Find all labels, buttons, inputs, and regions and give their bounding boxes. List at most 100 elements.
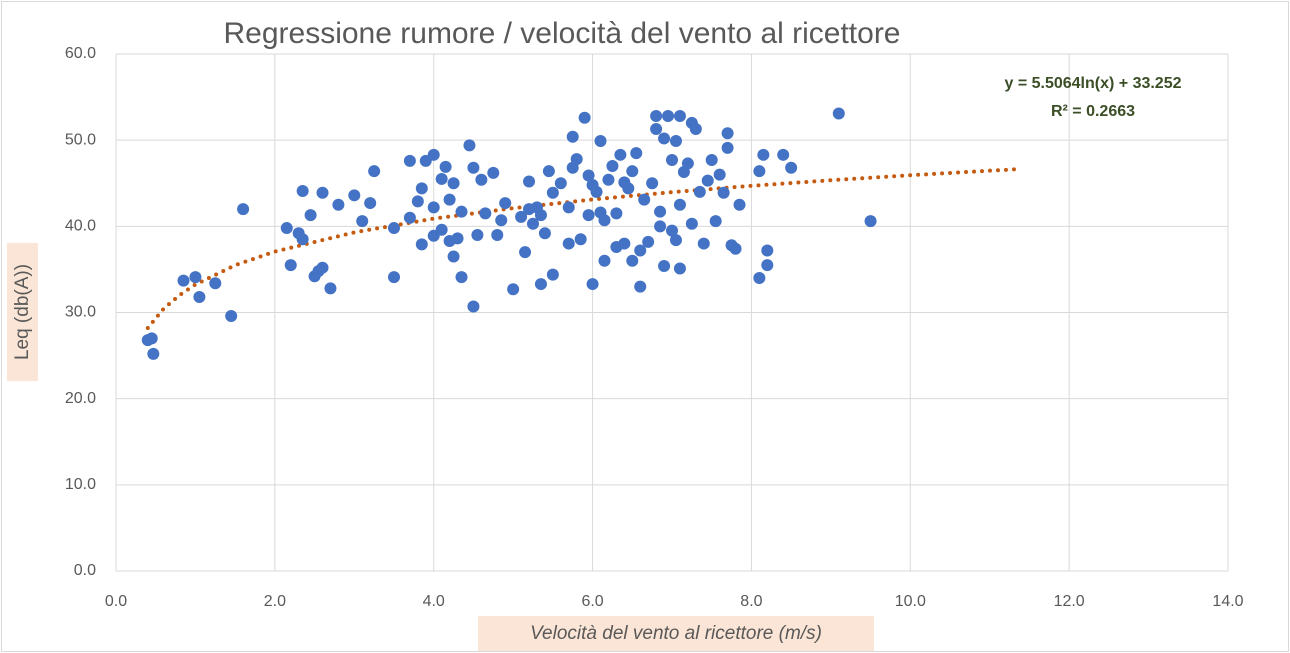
- scatter-point: [634, 244, 647, 257]
- trend-equation: y = 5.5064ln(x) + 33.252: [1004, 75, 1181, 92]
- scatter-point: [618, 237, 631, 250]
- scatter-point: [685, 217, 698, 230]
- scatter-point: [439, 160, 452, 173]
- scatter-point: [673, 262, 686, 275]
- scatter-point: [582, 209, 595, 222]
- scatter-point: [753, 272, 766, 285]
- scatter-point: [602, 173, 615, 186]
- scatter-point: [638, 193, 651, 206]
- scatter-point: [527, 217, 539, 230]
- scatter-point: [368, 165, 381, 178]
- scatter-point: [499, 197, 512, 210]
- scatter-point: [864, 215, 877, 228]
- scatter-point: [721, 141, 734, 154]
- scatter-point: [761, 244, 774, 257]
- scatter-point: [523, 175, 536, 188]
- scatter-point: [574, 233, 587, 246]
- scatter-point: [669, 234, 682, 247]
- scatter-point: [634, 280, 647, 293]
- scatter-point: [542, 165, 555, 178]
- scatter-point: [411, 195, 424, 208]
- scatter-point: [467, 161, 480, 174]
- scatter-point: [415, 182, 428, 195]
- scatter-point: [697, 237, 710, 250]
- scatter-point: [519, 246, 532, 259]
- scatter-point: [435, 223, 448, 236]
- scatter-point: [630, 147, 643, 160]
- scatter-point: [606, 160, 619, 173]
- scatter-point: [451, 232, 464, 245]
- scatter-point: [304, 209, 317, 222]
- scatter-point: [479, 207, 492, 220]
- x-tick-label: 12.0: [1054, 593, 1085, 610]
- scatter-point: [832, 107, 845, 120]
- x-tick-label: 0.0: [105, 593, 127, 610]
- scatter-point: [757, 148, 770, 161]
- y-label-bg: [7, 243, 38, 381]
- x-tick-label: 10.0: [895, 593, 926, 610]
- scatter-point: [225, 309, 238, 322]
- scatter-point: [554, 177, 567, 190]
- scatter-point: [586, 278, 599, 291]
- scatter-point: [546, 186, 559, 199]
- scatter-point: [475, 173, 488, 186]
- scatter-point: [562, 201, 575, 214]
- scatter-point: [777, 148, 790, 161]
- scatter-point: [650, 110, 663, 123]
- scatter-point: [582, 169, 595, 182]
- scatter-point: [654, 205, 667, 218]
- y-tick-label: 30.0: [65, 304, 96, 321]
- scatter-point: [415, 238, 428, 251]
- scatter-point: [534, 209, 547, 222]
- scatter-point: [662, 110, 675, 123]
- scatter-point: [447, 177, 460, 190]
- x-tick-label: 14.0: [1212, 593, 1243, 610]
- scatter-point: [427, 201, 440, 214]
- scatter-point: [534, 278, 547, 291]
- scatter-point: [689, 122, 702, 135]
- scatter-point: [693, 185, 706, 198]
- scatter-point: [193, 290, 206, 303]
- scatter-point: [666, 224, 678, 237]
- scatter-point: [590, 185, 603, 198]
- scatter-point: [642, 235, 655, 248]
- scatter-point: [515, 210, 528, 223]
- scatter-point: [538, 227, 551, 240]
- scatter-point: [209, 277, 222, 290]
- scatter-point: [658, 259, 671, 272]
- scatter-point: [463, 139, 476, 152]
- scatter-point: [673, 110, 686, 123]
- scatter-point: [471, 228, 484, 241]
- scatter-point: [316, 261, 329, 274]
- x-tick-label: 6.0: [581, 593, 603, 610]
- scatter-point: [332, 198, 345, 211]
- scatter-point: [403, 211, 416, 224]
- scatter-point: [598, 254, 611, 267]
- chart-title: Regressione rumore / velocità del vento …: [224, 17, 901, 50]
- scatter-point: [650, 122, 663, 135]
- scatter-point: [280, 222, 293, 235]
- scatter-point: [598, 214, 611, 227]
- scatter-point: [626, 254, 639, 267]
- y-axis-label: Leq (db(A)): [12, 264, 33, 360]
- y-tick-label: 40.0: [65, 218, 96, 235]
- trend-r2: R² = 0.2663: [1051, 103, 1135, 120]
- y-tick-label: 0.0: [74, 562, 96, 579]
- scatter-point: [785, 161, 798, 174]
- scatter-point: [562, 237, 575, 250]
- scatter-point: [705, 153, 718, 166]
- scatter-point: [495, 214, 508, 227]
- trendline: [145, 167, 1020, 331]
- scatter-point: [435, 172, 448, 185]
- x-tick-label: 4.0: [423, 593, 445, 610]
- y-tick-label: 20.0: [65, 390, 96, 407]
- scatter-point: [364, 197, 377, 210]
- scatter-point: [443, 193, 456, 206]
- scatter-point: [455, 205, 468, 218]
- scatter-point: [356, 215, 369, 228]
- scatter-point: [709, 215, 722, 228]
- scatter-point: [761, 259, 774, 272]
- x-tick-label: 2.0: [264, 593, 286, 610]
- scatter-point: [753, 165, 766, 178]
